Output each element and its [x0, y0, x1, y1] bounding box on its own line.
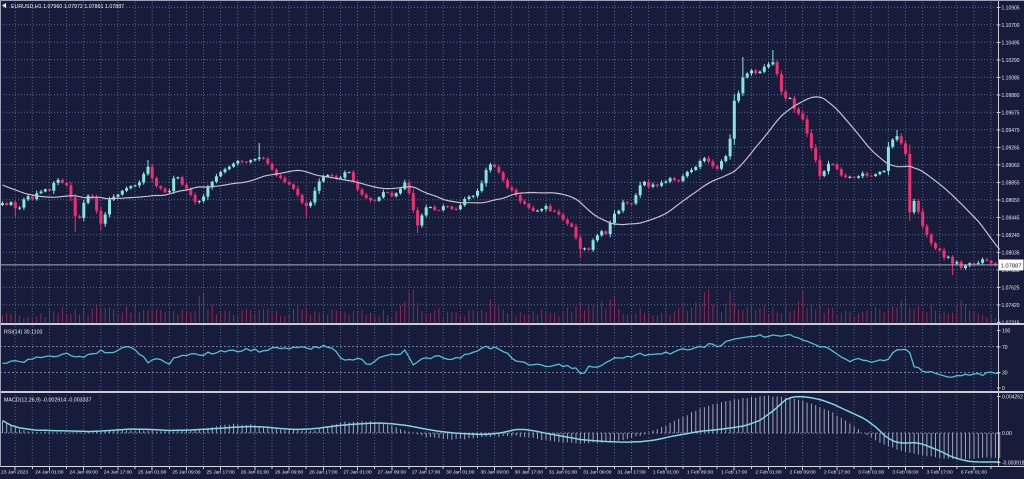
- svg-text:1.08035: 1.08035: [1002, 250, 1020, 256]
- svg-text:30 Jan 09:00: 30 Jan 09:00: [480, 470, 509, 476]
- svg-text:1.07830: 1.07830: [1002, 268, 1020, 274]
- svg-text:1.07215: 1.07215: [1002, 320, 1020, 326]
- svg-text:3 Feb 17:00: 3 Feb 17:00: [927, 470, 953, 476]
- svg-text:1.09675: 1.09675: [1002, 110, 1020, 116]
- svg-text:1.10495: 1.10495: [1002, 40, 1020, 46]
- svg-text:1.07887: 1.07887: [1001, 263, 1022, 269]
- svg-text:70: 70: [1002, 345, 1008, 351]
- svg-text:25 Jan 17:00: 25 Jan 17:00: [206, 470, 235, 476]
- svg-text:1.08855: 1.08855: [1002, 180, 1020, 186]
- svg-text:23 Jan 2023: 23 Jan 2023: [1, 470, 28, 476]
- svg-text:1.10290: 1.10290: [1002, 58, 1020, 64]
- svg-text:3 Feb 01:00: 3 Feb 01:00: [858, 470, 884, 476]
- svg-text:31 Jan 17:00: 31 Jan 17:00: [617, 470, 646, 476]
- svg-text:2 Feb 17:00: 2 Feb 17:00: [824, 470, 850, 476]
- svg-text:3 Feb 09:00: 3 Feb 09:00: [892, 470, 918, 476]
- svg-text:1.07420: 1.07420: [1002, 303, 1020, 309]
- svg-text:31 Jan 09:00: 31 Jan 09:00: [583, 470, 612, 476]
- svg-text:1.09470: 1.09470: [1002, 128, 1020, 134]
- svg-text:1.09060: 1.09060: [1002, 163, 1020, 169]
- svg-text:100: 100: [1002, 329, 1011, 335]
- svg-text:27 Jan 17:00: 27 Jan 17:00: [412, 470, 441, 476]
- svg-text:1.09265: 1.09265: [1002, 145, 1020, 151]
- svg-text:25 Jan 01:00: 25 Jan 01:00: [138, 470, 167, 476]
- svg-text:1 Feb 01:00: 1 Feb 01:00: [653, 470, 679, 476]
- svg-text:1.07625: 1.07625: [1002, 285, 1020, 291]
- svg-text:26 Jan 01:00: 26 Jan 01:00: [241, 470, 270, 476]
- svg-text:MACD(12,26,9) -0.002914 -0.003: MACD(12,26,9) -0.002914 -0.003337: [4, 398, 92, 404]
- svg-text:RSI(14) 30.1103: RSI(14) 30.1103: [4, 330, 43, 336]
- svg-text:1 Feb 17:00: 1 Feb 17:00: [721, 470, 747, 476]
- svg-text:2 Feb 01:00: 2 Feb 01:00: [755, 470, 781, 476]
- svg-text:24 Jan 17:00: 24 Jan 17:00: [104, 470, 133, 476]
- svg-text:1.08240: 1.08240: [1002, 233, 1020, 239]
- svg-text:1.08445: 1.08445: [1002, 215, 1020, 221]
- svg-text:24 Jan 09:00: 24 Jan 09:00: [70, 470, 99, 476]
- svg-text:30 Jan 01:00: 30 Jan 01:00: [446, 470, 475, 476]
- svg-text:1.08650: 1.08650: [1002, 198, 1020, 204]
- svg-text:1.09880: 1.09880: [1002, 93, 1020, 99]
- svg-text:0: 0: [1002, 386, 1005, 392]
- svg-text:1 Feb 09:00: 1 Feb 09:00: [687, 470, 713, 476]
- svg-text:25 Jan 09:00: 25 Jan 09:00: [172, 470, 201, 476]
- svg-text:27 Jan 01:00: 27 Jan 01:00: [343, 470, 372, 476]
- svg-text:26 Jan 17:00: 26 Jan 17:00: [309, 470, 338, 476]
- svg-text:EURUSD,H1 1.07960 1.07972 1.: EURUSD,H1 1.07960 1.07972 1.07861 1.0788…: [11, 4, 124, 10]
- svg-text:2 Feb 09:00: 2 Feb 09:00: [790, 470, 816, 476]
- svg-text:26 Jan 09:00: 26 Jan 09:00: [275, 470, 304, 476]
- svg-text:6 Feb 01:00: 6 Feb 01:00: [961, 470, 987, 476]
- svg-text:30 Jan 17:00: 30 Jan 17:00: [515, 470, 544, 476]
- svg-text:1.10085: 1.10085: [1002, 75, 1020, 81]
- svg-text:1.10905: 1.10905: [1002, 5, 1020, 11]
- svg-text:0.004262: 0.004262: [1002, 395, 1023, 401]
- svg-text:31 Jan 01:00: 31 Jan 01:00: [549, 470, 578, 476]
- svg-text:27 Jan 09:00: 27 Jan 09:00: [378, 470, 407, 476]
- svg-text:24 Jan 01:00: 24 Jan 01:00: [35, 470, 64, 476]
- svg-text:1.10700: 1.10700: [1002, 23, 1020, 29]
- svg-text:30: 30: [1002, 371, 1008, 377]
- svg-text:-0.003918: -0.003918: [1002, 461, 1024, 467]
- svg-text:0.00: 0.00: [1002, 431, 1012, 437]
